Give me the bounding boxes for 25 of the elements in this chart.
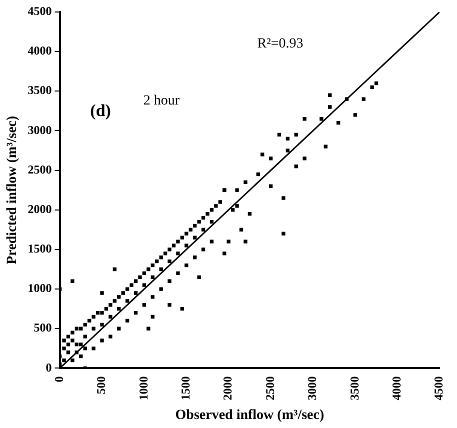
- annotation: 2 hour: [143, 94, 180, 109]
- x-tick-label: 3500: [347, 376, 362, 400]
- x-tick-label: 2500: [262, 376, 277, 400]
- annotation: (d): [90, 101, 111, 120]
- x-tick-label: 1000: [136, 376, 150, 400]
- y-tick-label: 2500: [28, 162, 52, 176]
- x-tick-label: 500: [94, 376, 108, 394]
- x-tick-label: 3000: [305, 376, 320, 400]
- x-tick-label: 4000: [389, 376, 404, 400]
- y-tick-label: 4000: [28, 44, 52, 58]
- x-tick-label: 4500: [432, 376, 446, 400]
- x-axis-title: Observed inflow (m³/sec): [175, 408, 324, 424]
- y-tick-label: 0: [46, 360, 52, 374]
- y-tick-label: 1500: [28, 242, 52, 256]
- x-tick-label: 1500: [178, 376, 192, 400]
- y-tick-label: 500: [34, 320, 52, 335]
- y-tick-label: 3500: [28, 83, 52, 98]
- annotation: R²=0.93: [257, 36, 304, 52]
- y-tick-label: 3000: [28, 122, 52, 137]
- x-tick-label: 0: [52, 376, 66, 382]
- y-tick-label: 2000: [28, 202, 52, 216]
- y-tick-label: 1000: [28, 281, 52, 296]
- x-tick-label: 2000: [220, 376, 235, 400]
- y-axis-title: Predicted inflow (m³/sec): [5, 115, 20, 264]
- y-tick-label: 4500: [28, 4, 52, 18]
